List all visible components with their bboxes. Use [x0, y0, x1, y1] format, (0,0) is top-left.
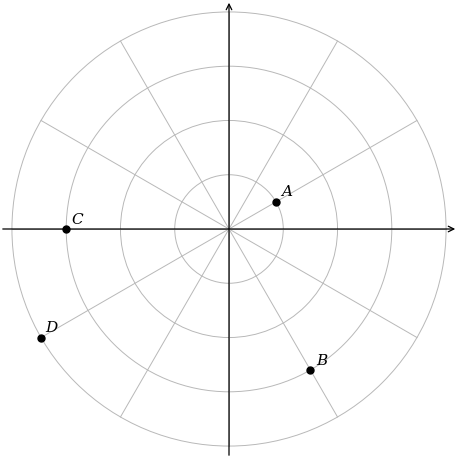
Text: B: B — [316, 354, 327, 368]
Text: C: C — [71, 213, 83, 227]
Text: A: A — [281, 185, 292, 199]
Text: D: D — [45, 322, 58, 335]
